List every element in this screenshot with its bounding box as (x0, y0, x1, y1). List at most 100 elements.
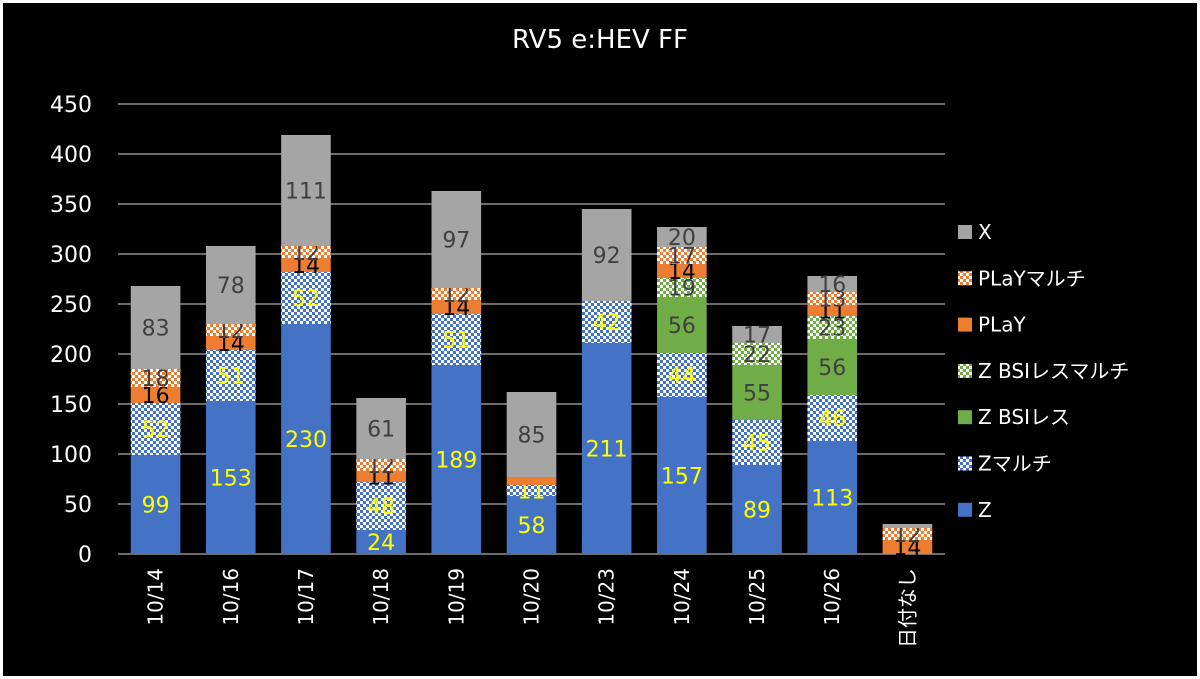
data-label: 52 (142, 418, 170, 443)
bar-segment (807, 305, 858, 316)
bar-segment (732, 420, 782, 465)
data-label: 99 (142, 494, 170, 519)
bar-segment (281, 135, 331, 246)
y-tick-label: 350 (50, 193, 92, 218)
bar-segment (281, 246, 331, 258)
data-label: 56 (668, 314, 696, 339)
bar-segment (581, 301, 632, 343)
data-label: 46 (818, 407, 846, 432)
x-tick-label: 10/23 (595, 568, 619, 626)
y-tick-label: 250 (50, 293, 92, 318)
bar-segment (506, 477, 557, 485)
y-tick-label: 450 (50, 93, 92, 118)
data-label: 42 (593, 311, 621, 336)
legend-swatch (958, 363, 972, 378)
data-label: 97 (442, 229, 470, 254)
bar-segment (657, 227, 707, 247)
legend-label: X (978, 220, 992, 244)
data-label: 48 (367, 495, 395, 520)
x-tick-label: 日付なし (895, 568, 919, 648)
bar-segment (281, 272, 331, 324)
bar-segment (657, 297, 707, 353)
bar-segment (130, 387, 181, 403)
data-label: 78 (217, 274, 245, 299)
bar-segment (205, 324, 256, 336)
legend-label: Z (978, 498, 992, 522)
bar-segment (356, 471, 406, 482)
data-label: 89 (743, 499, 771, 524)
y-axis-ticks: 0 50 100 150 200 250 300 350 400 450 (50, 93, 92, 568)
bar-segment (732, 343, 782, 365)
data-label: 113 (811, 487, 853, 512)
legend-swatch (958, 225, 972, 239)
legend-swatch (958, 271, 972, 286)
data-label: 51 (442, 329, 470, 354)
x-tick-label: 10/25 (745, 568, 769, 626)
bar-segment (506, 485, 557, 496)
legend-label: PLaY (978, 313, 1026, 337)
data-label: 61 (367, 418, 395, 443)
bar-segment (356, 482, 406, 530)
data-label: 153 (210, 467, 252, 492)
x-tick-label: 10/14 (144, 568, 168, 626)
bar-segment (130, 455, 181, 554)
data-label: 20 (668, 226, 696, 251)
bar-segment (807, 276, 858, 292)
x-tick-label: 10/17 (294, 568, 318, 626)
data-label: 22 (743, 343, 771, 368)
bar-segment (281, 258, 331, 272)
x-tick-label: 10/19 (444, 568, 468, 626)
data-label: 14 (442, 296, 470, 321)
bar-segment (732, 365, 782, 420)
bar-segment (807, 441, 858, 554)
bar-segment (356, 459, 406, 471)
data-label: 211 (586, 438, 628, 463)
bar-segment (356, 398, 406, 459)
data-label: 17 (743, 324, 771, 349)
y-tick-label: 200 (50, 343, 92, 368)
bar-segment (882, 528, 933, 540)
y-tick-label: 150 (50, 393, 92, 418)
bar-segment (130, 286, 181, 369)
data-label: 230 (285, 428, 327, 453)
bar-segment (807, 292, 858, 305)
bar-segment (506, 496, 557, 554)
bar-segment (356, 530, 406, 554)
bar-segment (807, 339, 858, 395)
bar-segment (281, 324, 331, 554)
bar-segment (431, 288, 482, 300)
data-label: 85 (518, 424, 546, 449)
bar-segment (506, 392, 557, 477)
data-label: 14 (893, 536, 921, 561)
x-tick-label: 10/24 (670, 568, 694, 626)
bar-segment (205, 246, 256, 324)
legend-swatch (958, 410, 972, 425)
data-label: 23 (818, 317, 846, 342)
bar-segment (205, 401, 256, 554)
bar-segment (431, 191, 482, 288)
data-label: 16 (818, 273, 846, 298)
data-label: 17 (668, 245, 696, 270)
data-label: 14 (292, 254, 320, 279)
y-tick-label: 0 (78, 543, 92, 568)
bar-segment (130, 369, 181, 387)
data-label: 14 (217, 332, 245, 357)
bar-segment (205, 336, 256, 350)
bar-segment (657, 397, 707, 554)
chart-title: RV5 e:HEV FF (512, 25, 688, 55)
bar-segment (581, 343, 632, 554)
bar-segment (431, 314, 482, 365)
data-label: 18 (142, 367, 170, 392)
bar-segment (732, 326, 782, 343)
legend-swatch (958, 317, 972, 332)
data-label: 58 (518, 514, 546, 539)
legend-swatch (958, 502, 972, 517)
y-tick-label: 50 (64, 493, 92, 518)
legend-label: PLaYマルチ (978, 266, 1086, 290)
data-label: 111 (285, 180, 327, 205)
legend-swatch (958, 456, 972, 471)
x-tick-label: 10/18 (369, 568, 393, 626)
x-tick-label: 10/16 (219, 568, 243, 626)
